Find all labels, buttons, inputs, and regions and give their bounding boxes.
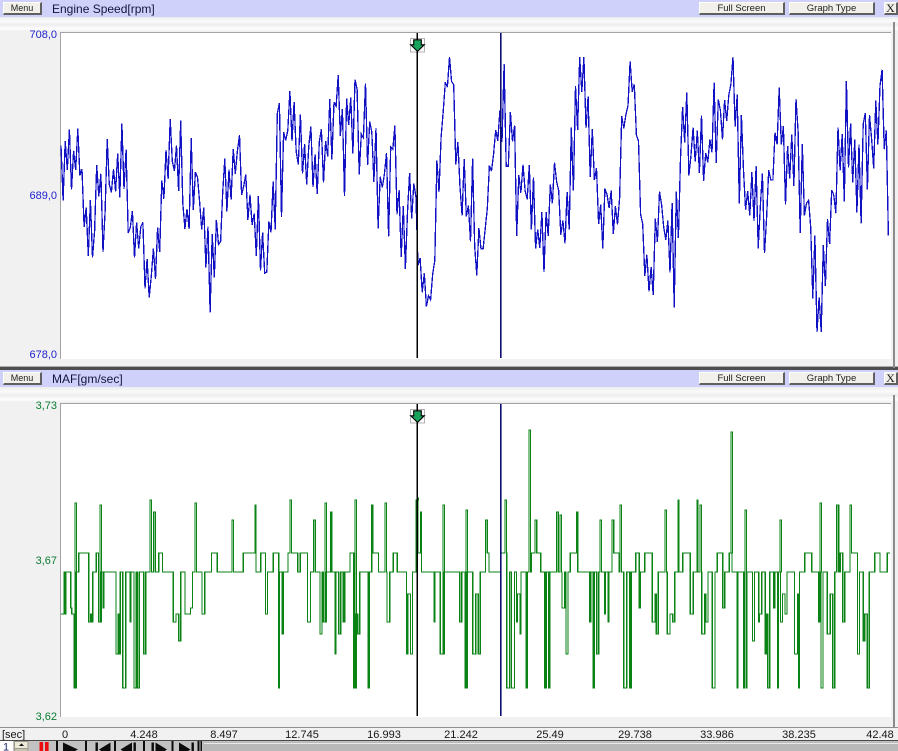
svg-text:1: 1 [3,742,9,751]
